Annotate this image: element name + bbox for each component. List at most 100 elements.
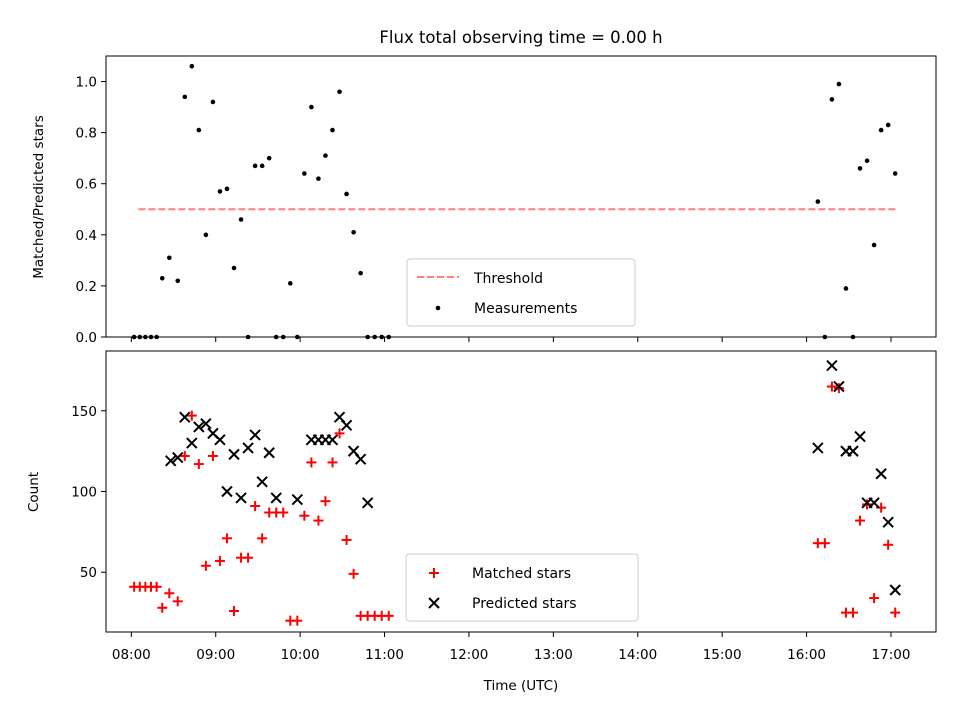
- measurement-point: [266, 155, 272, 161]
- measurement-point: [316, 176, 321, 181]
- y-tick-label: 0.4: [76, 228, 97, 244]
- measurement-point: [309, 104, 314, 110]
- matched-stars-point: [151, 581, 162, 592]
- matched-stars-point: [313, 515, 324, 526]
- matched-stars-point: [193, 459, 204, 470]
- measurement-point: [189, 63, 195, 69]
- matched-stars-point: [320, 496, 331, 507]
- top-plot-legend: Threshold Measurements: [406, 258, 636, 327]
- matched-stars-point: [207, 450, 218, 461]
- x-tick-label: 11:00: [365, 647, 404, 663]
- predicted-stars-point: [228, 448, 240, 461]
- y-tick-label: 1.0: [76, 75, 97, 91]
- matched-stars-point: [179, 450, 190, 461]
- measurement-point: [252, 163, 258, 169]
- x-tick-label: 12:00: [449, 647, 488, 663]
- predicted-stars-point: [256, 476, 268, 488]
- measurement-point: [323, 153, 328, 158]
- predicted-stars-point: [875, 468, 887, 480]
- top-plot: 0.0 0.2 0.4 0.6 0.8 1.0 Matched/Predicted sta…: [31, 55, 937, 346]
- matched-stars-point: [200, 560, 211, 571]
- measurement-point: [167, 255, 172, 261]
- measurement-point: [351, 229, 356, 235]
- matched-stars-point: [869, 593, 880, 604]
- predicted-stars-point: [868, 497, 880, 509]
- predicted-stars-point: [172, 451, 184, 464]
- matched-stars-point: [826, 381, 837, 392]
- x-tick-label: 15:00: [703, 647, 742, 663]
- matched-stars-point: [341, 534, 352, 545]
- measurement-point: [330, 127, 335, 133]
- measurement-point: [878, 127, 884, 133]
- measurement-point: [885, 122, 891, 128]
- measurement-point: [182, 94, 188, 100]
- matched-stars-legend-marker: [429, 568, 439, 578]
- top-plot-ylabel: Matched/Predicted stars: [31, 115, 47, 278]
- matched-stars-point: [855, 515, 866, 526]
- matched-stars-point: [214, 555, 225, 566]
- predicted-stars-point: [263, 447, 275, 459]
- matched-stars-point: [848, 607, 858, 618]
- measurement-point: [302, 171, 307, 176]
- y-tick-label: 0.6: [76, 177, 97, 193]
- measurement-point: [203, 232, 209, 238]
- measurement-point: [843, 286, 849, 291]
- threshold-legend-label: Threshold: [473, 271, 543, 287]
- measurement-point: [857, 166, 863, 171]
- matched-stars-point: [383, 610, 394, 621]
- measurement-point: [259, 163, 265, 169]
- measurement-point: [210, 99, 216, 105]
- x-tick-label: 09:00: [196, 647, 235, 663]
- matched-stars-point: [186, 410, 197, 421]
- measurement-point: [358, 270, 363, 276]
- measurement-point: [871, 242, 877, 248]
- y-tick-label: 0.2: [76, 279, 97, 295]
- x-tick-label: 16:00: [787, 647, 826, 663]
- measurement-point: [224, 186, 230, 192]
- measurement-point: [337, 89, 342, 95]
- predicted-stars-point: [200, 417, 212, 430]
- measurement-point: [217, 189, 223, 194]
- predicted-stars-point: [882, 516, 894, 528]
- x-tick-label: 10:00: [281, 647, 320, 663]
- matched-stars-point: [299, 510, 310, 521]
- predicted-stars-point: [854, 430, 866, 443]
- measurement-point: [196, 127, 202, 133]
- y-tick-label: 150: [71, 404, 97, 420]
- predicted-stars-point: [249, 429, 261, 441]
- measurement-point: [829, 97, 835, 102]
- bottom-plot-ylabel: Count: [26, 472, 42, 512]
- predicted-stars-point: [833, 380, 845, 393]
- matched-stars-point: [348, 568, 359, 579]
- bottom-plot-legend: Matched stars Predicted stars: [405, 553, 639, 622]
- measurement-point: [815, 199, 821, 204]
- predicted-stars-point: [812, 442, 824, 454]
- measurement-point: [892, 171, 898, 176]
- predicted-stars-point: [291, 493, 304, 506]
- predicted-stars-point: [826, 359, 838, 372]
- measurement-point: [159, 275, 165, 281]
- matched-stars-point: [334, 428, 345, 439]
- predicted-stars-legend-marker: [428, 597, 440, 609]
- y-tick-label: 0.8: [76, 126, 97, 142]
- x-tick-label: 08:00: [112, 647, 151, 663]
- predicted-stars-point: [242, 442, 254, 454]
- bottom-plot-legend-box: [405, 553, 639, 622]
- top-plot-yticks: 0.0 0.2 0.4 0.6 0.8 1.0: [76, 75, 106, 346]
- matched-stars-legend-label: Matched stars: [472, 566, 571, 582]
- measurement-point: [864, 158, 870, 164]
- predicted-stars-point: [354, 453, 367, 465]
- predicted-stars-point: [340, 419, 353, 431]
- y-tick-label: 50: [80, 565, 97, 581]
- bottom-plot-xticks: 08:00 09:00 10:00 11:00 12:00 13:00 14:00 15:00…: [112, 632, 910, 663]
- matched-stars-point: [862, 499, 873, 510]
- measurement-point: [238, 217, 244, 222]
- predicted-stars-point: [165, 455, 177, 467]
- x-tick-label: 14:00: [618, 647, 657, 663]
- predicted-stars-point: [214, 434, 226, 446]
- measurement-point: [175, 278, 181, 284]
- predicted-stars-point: [179, 411, 191, 423]
- matched-stars-point: [833, 383, 844, 394]
- matched-stars-point: [883, 539, 894, 550]
- bottom-plot-yticks: 50 100 150: [71, 404, 106, 581]
